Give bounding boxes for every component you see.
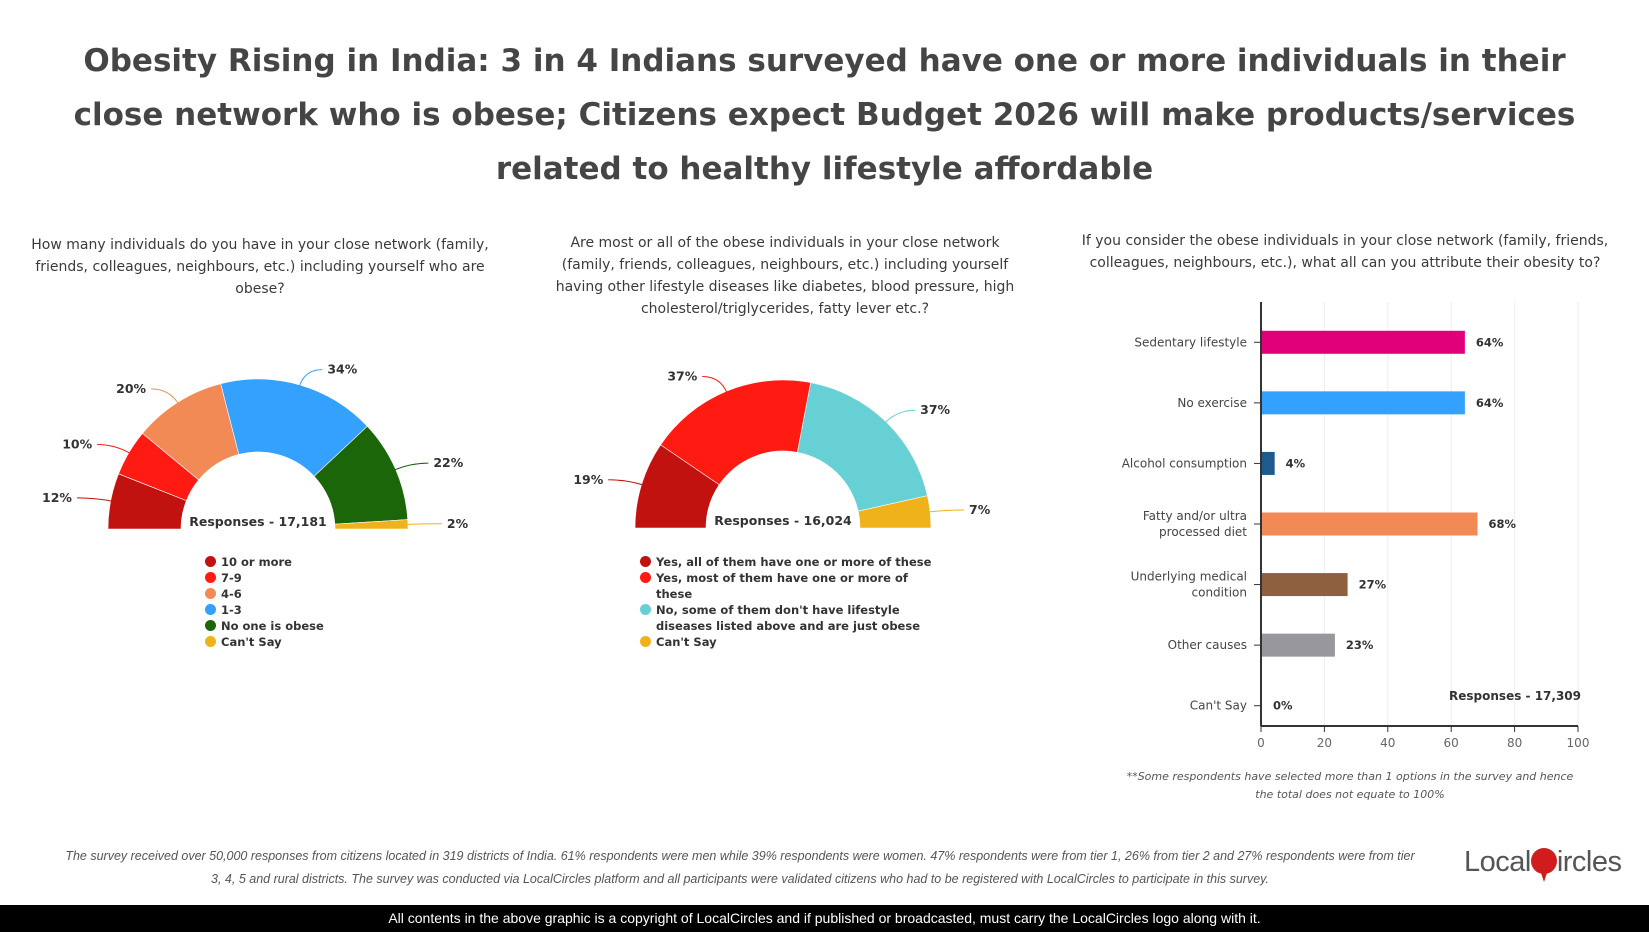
copyright-bar: All contents in the above graphic is a c… [0,905,1649,932]
legend-marker-icon [640,604,651,615]
category-label: Can't Say [1190,699,1247,713]
legend-label: 4-6 [221,587,242,601]
semi-donut-chart-1: 12% 10% 20% 34% 22% 2% Responses - 17,181 [42,362,469,531]
label-connector [298,369,323,388]
x-tick-label: 60 [1444,736,1459,750]
legend-label: No, some of them don't have lifestyle di… [656,603,920,633]
localcircles-logo: Local ircles [1464,846,1622,882]
question-2: Are most or all of the obese individuals… [555,235,1015,317]
bar [1262,633,1335,657]
bar-value-label: 4% [1286,456,1306,470]
label-connector [393,462,429,471]
bar-value-label: 68% [1489,517,1517,531]
label-connector [76,497,113,502]
legend-label: No one is obese [221,619,324,633]
legend-marker-icon [205,636,216,647]
category-label: Underlying medical condition [1131,570,1247,600]
x-tick-label: 40 [1380,736,1395,750]
category-label: Alcohol consumption [1122,456,1247,470]
label-connector [702,375,728,394]
data-label: 10% [62,436,92,451]
label-connector [928,509,965,513]
legend-item[interactable]: 10 or more [205,554,324,570]
responses-count: Responses - 17,309 [1449,689,1581,703]
semi-donut-chart-2: 19% 37% 37% 7% Responses - 16,024 [573,368,991,529]
x-tick-label: 20 [1317,736,1332,750]
legend-label: Yes, most of them have one or more of th… [656,571,908,601]
data-label: 19% [573,472,603,487]
legend-item[interactable]: Yes, most of them have one or more of th… [640,570,940,602]
data-label: 2% [447,516,469,531]
footnote: **Some respondents have selected more th… [1126,770,1574,801]
logo-text-left: Local [1464,846,1531,878]
label-connector [151,388,180,405]
data-label: 7% [969,502,991,517]
legend-label: 10 or more [221,555,292,569]
bar [1262,391,1465,415]
data-label: 22% [433,455,463,470]
page-title: Obesity Rising in India: 3 in 4 Indians … [73,43,1576,187]
logo-text-right: ircles [1556,846,1622,878]
data-label: 20% [116,381,146,396]
responses-count: Responses - 16,024 [714,513,852,528]
legend-marker-icon [640,636,651,647]
legend-marker-icon [205,604,216,615]
legend-label: Can't Say [221,635,282,649]
legend-item[interactable]: No one is obese [205,618,324,634]
legend-item[interactable]: Can't Say [205,634,324,650]
legend-marker-icon [205,620,216,631]
bar-value-label: 27% [1359,578,1387,592]
label-connector [405,523,442,525]
legend-marker-icon [205,572,216,583]
legend-item[interactable]: 7-9 [205,570,324,586]
bar-value-label: 0% [1273,699,1293,713]
logo-pin-icon [1530,848,1557,882]
label-connector [608,479,644,486]
legend-item[interactable]: Yes, all of them have one or more of the… [640,554,940,570]
bar [1262,512,1478,536]
x-tick-label: 80 [1507,736,1522,750]
data-label: 34% [327,362,357,377]
x-tick-label: 0 [1257,736,1265,750]
data-label: 37% [667,368,697,383]
legend-marker-icon [205,588,216,599]
data-label: 37% [920,402,950,417]
bar [1262,573,1348,597]
category-label: Fatty and/or ultra processed diet [1143,509,1247,539]
x-tick-label: 100 [1567,736,1590,750]
legend-label: Yes, all of them have one or more of the… [656,555,932,569]
legend-marker-icon [205,556,216,567]
legend-item[interactable]: No, some of them don't have lifestyle di… [640,602,940,634]
legend-marker-icon [640,556,651,567]
donut-slice [334,519,409,530]
bar [1262,451,1275,475]
bar-value-label: 64% [1476,335,1504,349]
category-label: Other causes [1168,638,1247,652]
data-label: 12% [42,490,72,505]
bar-chart-3: 0 20 40 60 80 100 Sedentary lifestyle 64% No exe… [1122,302,1590,750]
legend-item[interactable]: 4-6 [205,586,324,602]
legend-item[interactable]: Can't Say [640,634,940,650]
category-label: No exercise [1177,396,1247,410]
legend-marker-icon [640,572,651,583]
legend-label: 7-9 [221,571,242,585]
survey-note: The survey received over 50,000 response… [65,849,1415,886]
bar-value-label: 23% [1346,638,1374,652]
category-label: Sedentary lifestyle [1134,335,1247,349]
legend-item[interactable]: 1-3 [205,602,324,618]
label-connector [97,443,131,455]
legend-2: Yes, all of them have one or more of the… [640,554,940,650]
legend-label: 1-3 [221,603,242,617]
bar-value-label: 64% [1476,396,1504,410]
responses-count: Responses - 17,181 [189,514,326,529]
question-3: If you consider the obese individuals in… [1081,233,1609,271]
label-connector [884,409,916,424]
bar [1262,330,1465,354]
legend-label: Can't Say [656,635,717,649]
donut-slice [797,382,928,512]
donut-slice [857,495,932,529]
legend-1: 10 or more 7-9 4-6 1-3 No one is obese Can't … [205,554,324,650]
question-1: How many individuals do you have in your… [31,237,489,297]
